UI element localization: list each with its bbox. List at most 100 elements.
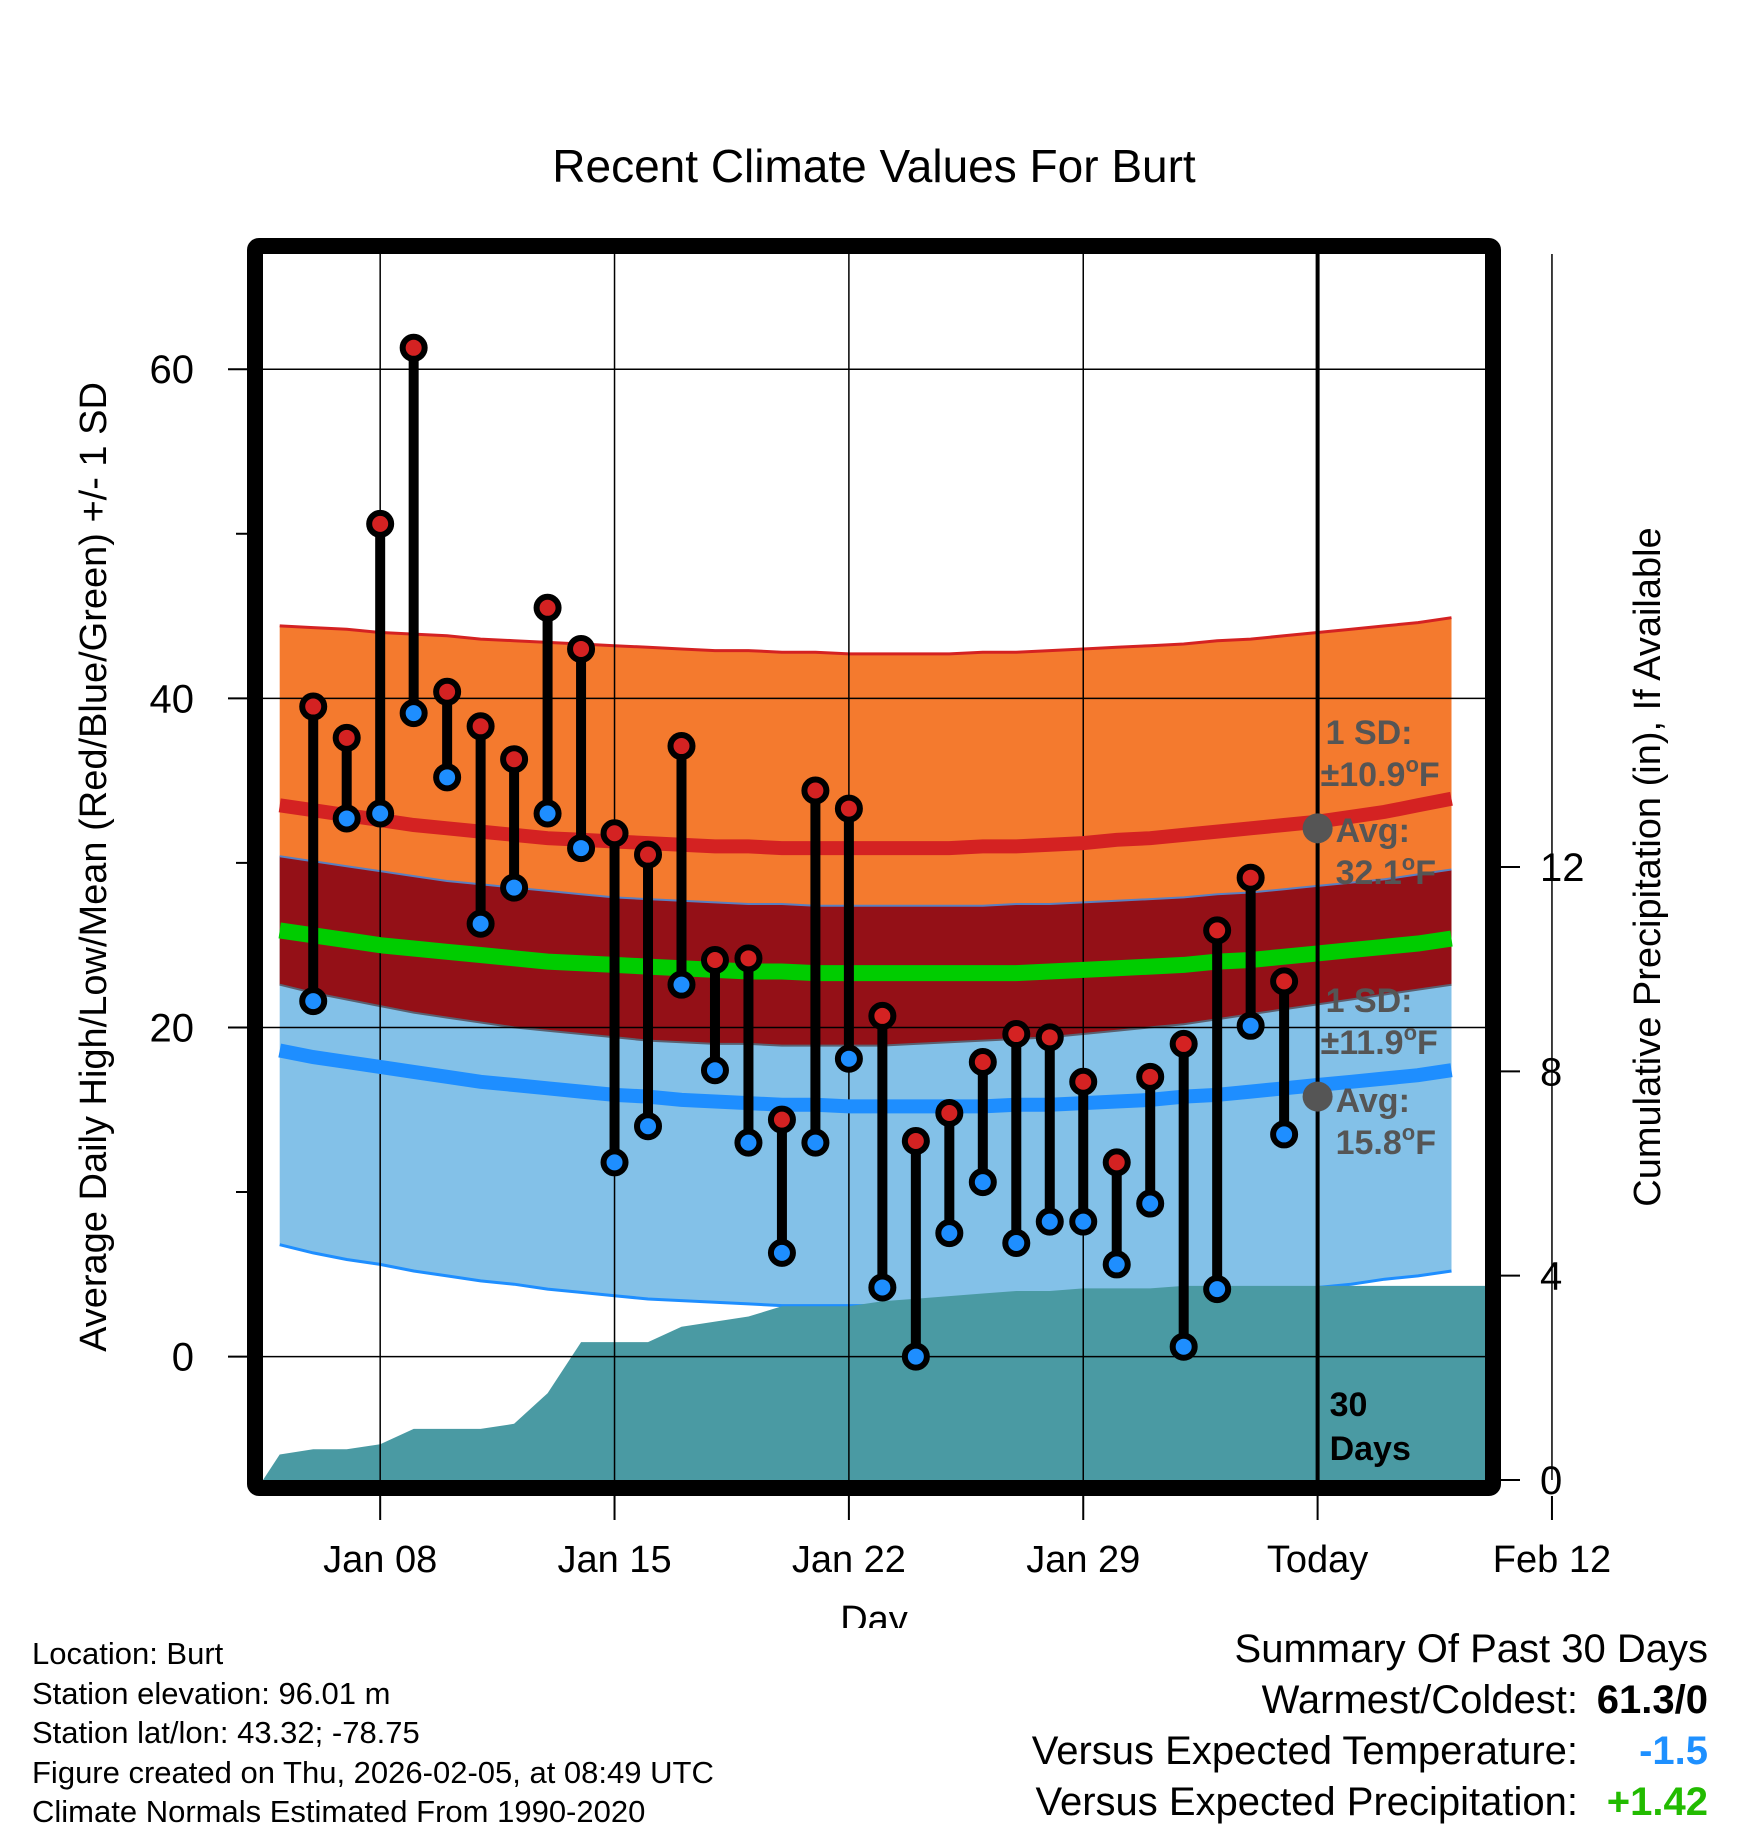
observed-high-1 [332,723,361,752]
days-label: Days [1330,1430,1411,1468]
observed-low-4 [433,763,462,792]
observed-low-15 [801,1128,830,1157]
observed-high-26 [1169,1029,1198,1058]
high-avg-value: 32.1oF [1336,850,1436,892]
normal-high-line [278,791,1453,856]
observed-high-8 [567,634,596,663]
observed-high-12 [700,945,729,974]
observed-low-9 [600,1148,629,1177]
observed-high-11 [667,732,696,761]
observed-low-23 [1069,1207,1098,1236]
observed-high-27 [1203,916,1232,945]
observed-low-7 [533,799,562,828]
plot-frame [247,238,1501,1496]
precip-label: Versus Expected Precipitation: [1035,1780,1578,1824]
observed-low-28 [1236,1011,1265,1040]
observed-low-16 [834,1044,863,1073]
observed-low-20 [968,1168,997,1197]
observed-low-19 [935,1219,964,1248]
y2-tick-label-0: 0 [1540,1459,1562,1503]
summary-warmest-row: Warmest/Coldest: 61.3/0 [1032,1675,1708,1726]
low-avg-label: Avg: [1336,1082,1410,1120]
station-info: Location: Burt Station elevation: 96.01 … [32,1634,714,1832]
observed-high-4 [433,677,462,706]
y2-tick-label-3: 12 [1540,846,1585,890]
observed-high-17 [868,1001,897,1030]
observed-low-29 [1270,1120,1299,1149]
observed-high-3 [399,333,428,362]
created-text: Figure created on Thu, 2026-02-05, at 08… [32,1754,714,1790]
low-avg-marker [1302,1081,1333,1112]
x-tick-label-0: Jan 08 [323,1539,437,1581]
x-tick-label-4: Today [1267,1539,1368,1581]
observed-high-20 [968,1048,997,1077]
observed-low-14 [767,1238,796,1267]
axes: Jan 08 Jan 15 Jan 22 Jan 29 Today Feb 1202040… [150,348,1612,1581]
x-tick-label-1: Jan 15 [557,1539,671,1581]
summary-title: Summary Of Past 30 Days [1234,1627,1708,1671]
low-avg-value: 15.8oF [1336,1120,1436,1162]
observed-low-5 [466,909,495,938]
observed-low-2 [366,799,395,828]
observed-low-0 [299,987,328,1016]
precip-value: +1.42 [1606,1780,1708,1824]
high-avg-marker [1302,813,1333,844]
observed-high-0 [299,692,328,721]
observed-high-24 [1102,1148,1131,1177]
observed-high-25 [1136,1062,1165,1091]
high-sd-value: ±10.9oF [1321,752,1440,794]
y-tick-label-0: 0 [172,1336,194,1380]
observed-high-6 [500,745,529,774]
observed-high-29 [1270,967,1299,996]
observed-low-25 [1136,1189,1165,1218]
high-sd-label: 1 SD: [1326,714,1413,752]
observed-high-28 [1236,863,1265,892]
warmest-value: 61.3/0 [1596,1678,1708,1722]
observed-high-23 [1069,1067,1098,1096]
high-avg-label: Avg: [1336,812,1410,850]
y2-tick-label-1: 4 [1540,1255,1562,1299]
summary-precip-row: Versus Expected Precipitation: +1.42 [1032,1777,1708,1828]
observed-high-2 [366,509,395,538]
observed-low-21 [1002,1229,1031,1258]
observed-low-22 [1035,1207,1064,1236]
y-axis-label: Average Daily High/Low/Mean (Red/Blue/Gr… [73,382,115,1352]
observed-low-6 [500,873,529,902]
observed-low-24 [1102,1250,1131,1279]
temp-value: -1.5 [1639,1729,1708,1773]
x-tick-label-3: Jan 29 [1026,1539,1140,1581]
chart-title: Recent Climate Values For Burt [552,140,1196,192]
normals-text: Climate Normals Estimated From 1990-2020 [32,1794,646,1829]
observed-low-18 [901,1342,930,1371]
observed-low-12 [700,1056,729,1085]
observed-low-17 [868,1273,897,1302]
observed-high-15 [801,776,830,805]
x-axis-label: Day [840,1599,908,1628]
y-tick-label-3: 60 [150,348,195,392]
location-text: Location: Burt [32,1636,224,1671]
y2-axis-label: Cumulative Precipitation (in), If Availa… [1627,527,1669,1206]
x-tick-label-2: Jan 22 [792,1539,906,1581]
observed-high-16 [834,794,863,823]
observed-values [299,333,1299,1371]
elevation-text: Station elevation: 96.01 m [32,1675,391,1711]
observed-high-22 [1035,1023,1064,1052]
observed-high-9 [600,819,629,848]
observed-high-19 [935,1099,964,1128]
normal-low-line [278,1043,1453,1114]
low-sd-value: ±11.9oF [1321,1020,1438,1062]
observed-high-18 [901,1126,930,1155]
precip-area [263,1285,1485,1480]
observed-high-5 [466,712,495,741]
observed-low-11 [667,970,696,999]
temp-label: Versus Expected Temperature: [1031,1729,1578,1773]
summary-temp-row: Versus Expected Temperature: -1.5 [1032,1726,1708,1777]
latlon-text: Station lat/lon: 43.32; -78.75 [32,1715,420,1750]
observed-low-26 [1169,1332,1198,1361]
y-tick-label-2: 40 [150,677,195,721]
observed-low-13 [734,1128,763,1157]
observed-low-3 [399,699,428,728]
overlap-band [279,856,1452,1046]
